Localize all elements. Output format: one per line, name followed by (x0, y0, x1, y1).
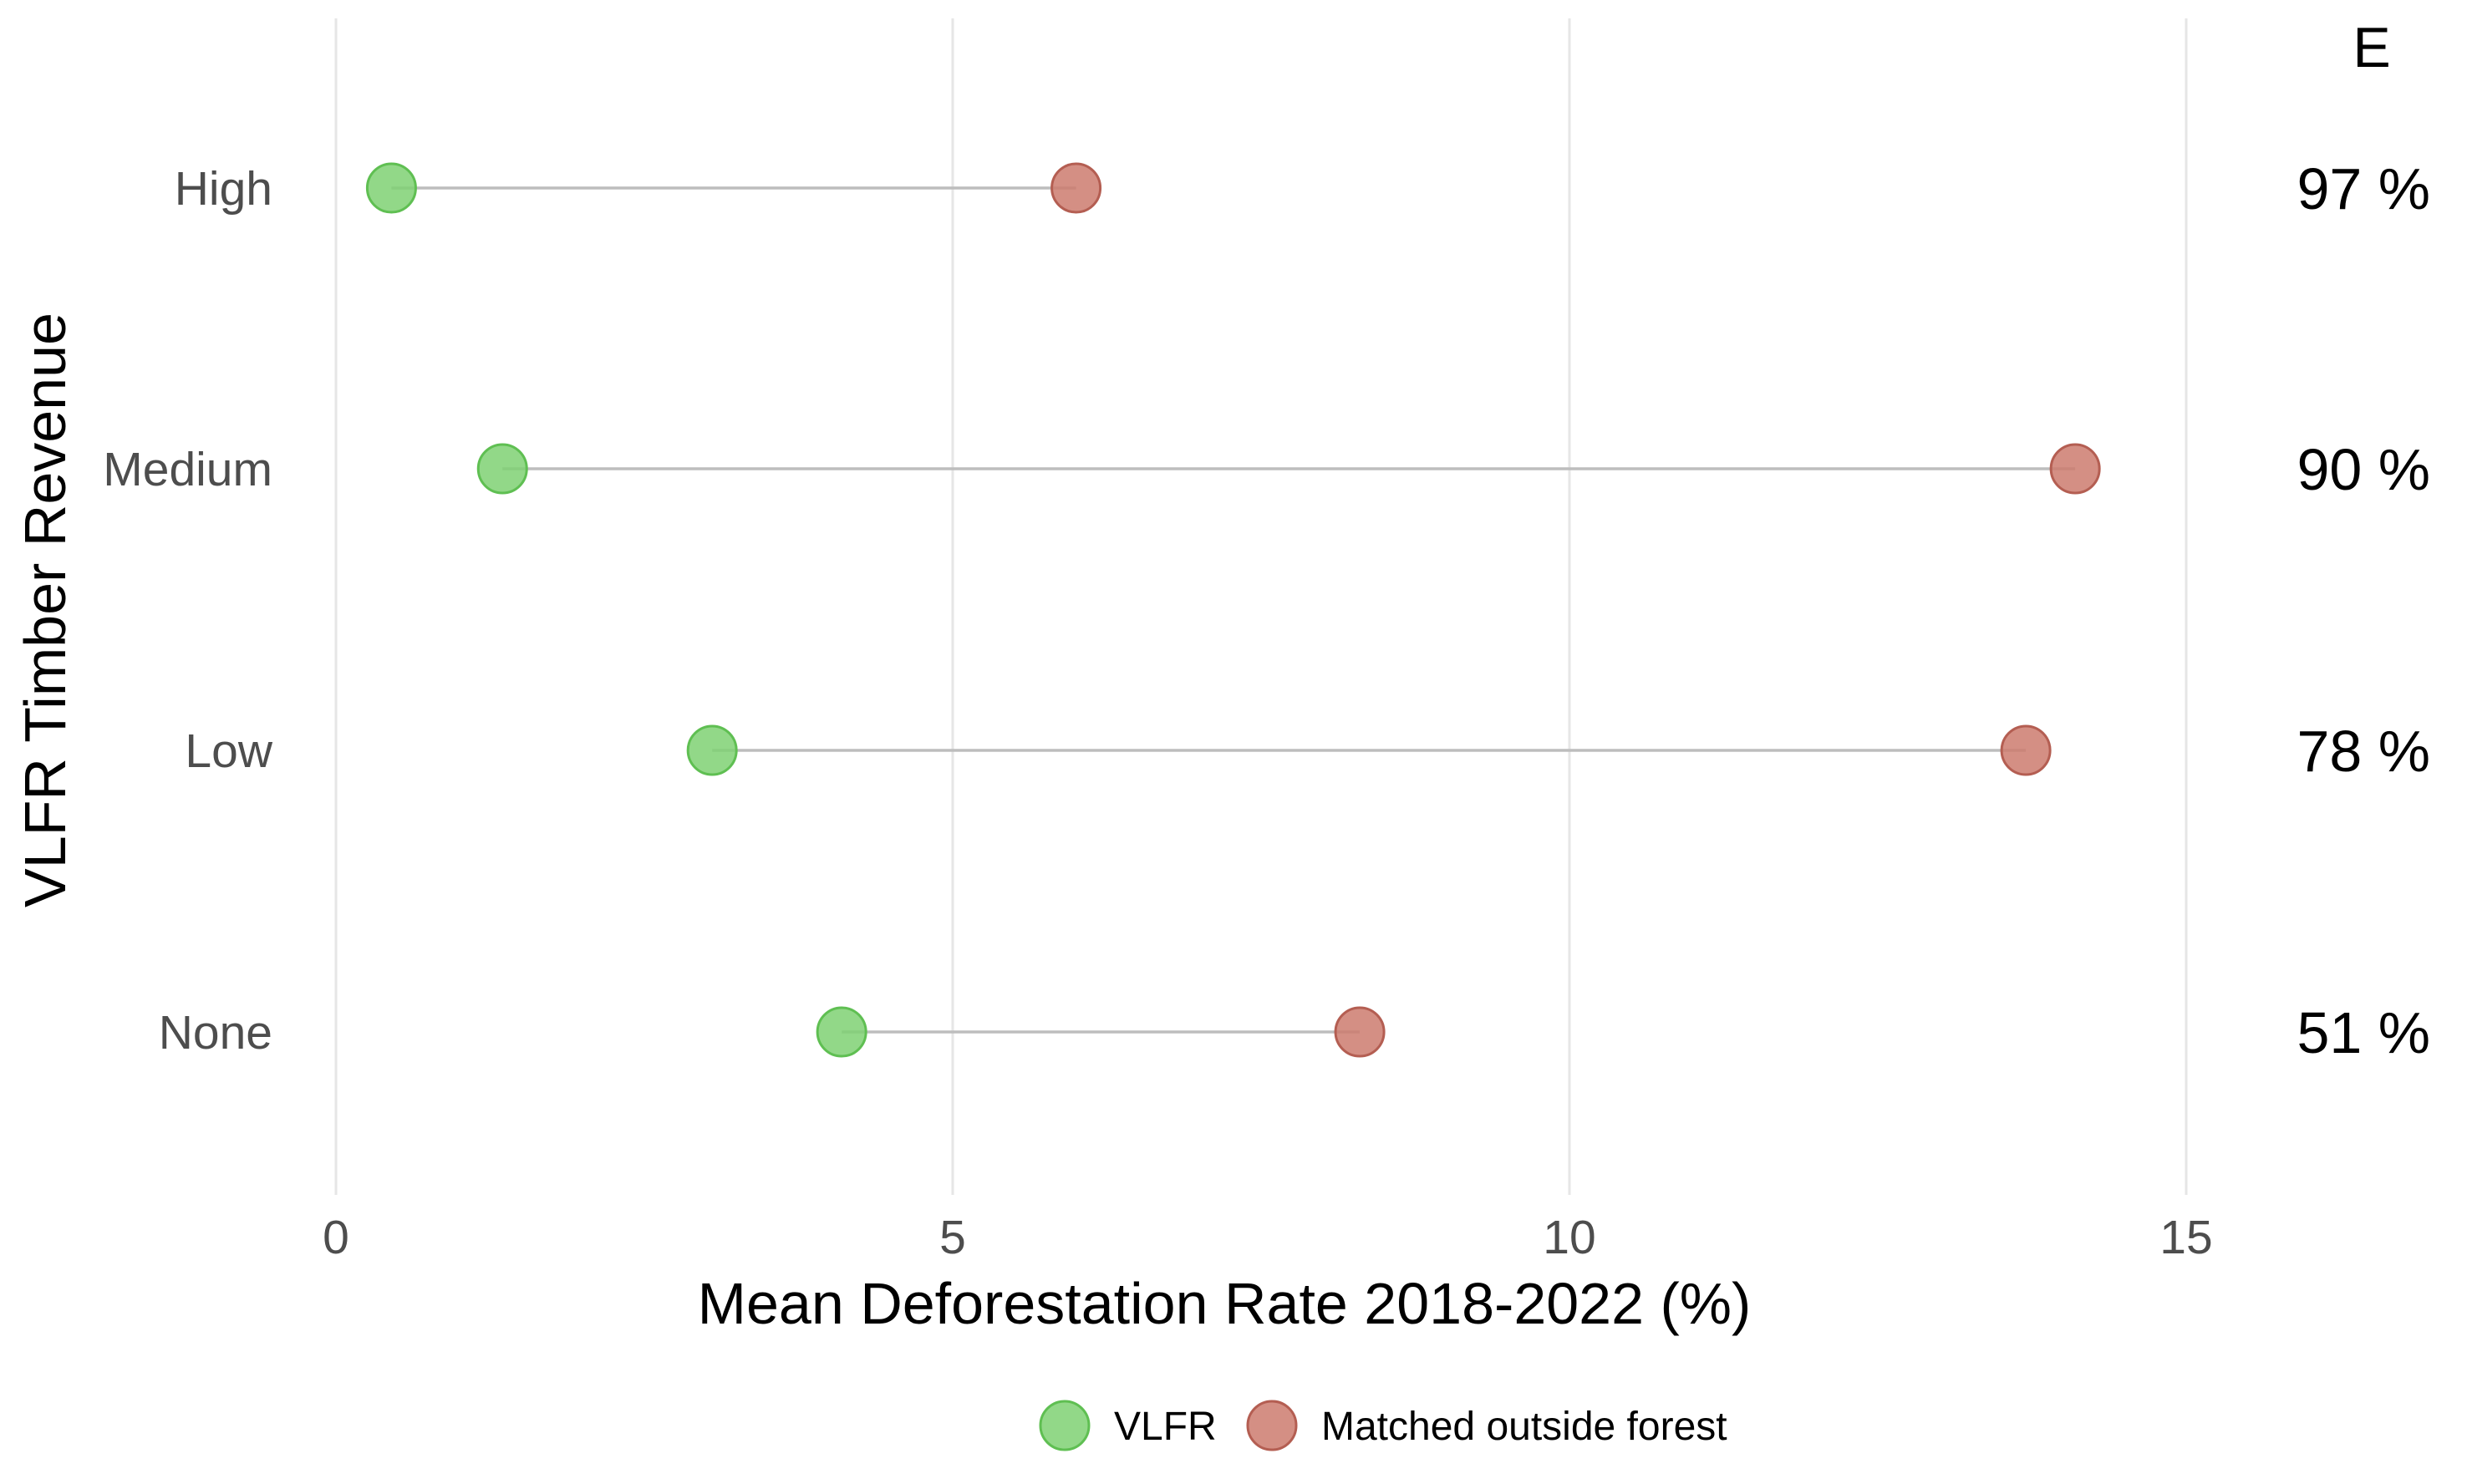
y-tick-label-high: High (175, 162, 272, 216)
y-axis-tick-labels: High Medium Low None (103, 162, 273, 1060)
panel-label: E (2353, 16, 2390, 79)
point-matched-outside-forest-low (2000, 724, 2052, 776)
x-axis-tick-labels: 0 5 10 15 (323, 1211, 2213, 1264)
legend-swatch-matched-outside-forest (1246, 1400, 1298, 1451)
pct-label-high: 97 % (2297, 156, 2430, 221)
y-tick-label-medium: Medium (103, 443, 272, 496)
legend-label-matched-outside-forest: Matched outside forest (1321, 1405, 1727, 1449)
gridlines (334, 18, 2188, 1195)
point-vlfr-none (816, 1006, 867, 1058)
legend: VLFR Matched outside forest (1039, 1400, 1727, 1451)
dumbbell-segments (391, 186, 2076, 1034)
data-points (365, 162, 2101, 1058)
x-tick-label-10: 10 (1543, 1211, 1595, 1264)
point-matched-outside-forest-medium (2049, 443, 2101, 495)
pct-label-medium: 90 % (2297, 437, 2430, 502)
x-tick-label-15: 15 (2159, 1211, 2212, 1264)
pct-label-none: 51 % (2297, 1000, 2430, 1065)
y-tick-label-low: Low (185, 724, 272, 778)
point-vlfr-high (365, 162, 417, 214)
percentage-labels: 97 % 90 % 78 % 51 % (2297, 156, 2430, 1065)
point-vlfr-low (686, 724, 738, 776)
legend-label-vlfr: VLFR (1114, 1405, 1217, 1449)
x-tick-label-0: 0 (323, 1211, 349, 1264)
point-matched-outside-forest-high (1050, 162, 1102, 214)
point-vlfr-medium (476, 443, 528, 495)
x-tick-label-5: 5 (939, 1211, 966, 1264)
point-matched-outside-forest-none (1334, 1006, 1386, 1058)
y-tick-label-none: None (159, 1006, 272, 1060)
y-axis-title: VLFR Timber Revenue (13, 313, 78, 907)
pct-label-low: 78 % (2297, 719, 2430, 784)
legend-swatch-vlfr (1039, 1400, 1091, 1451)
x-axis-title: Mean Deforestation Rate 2018-2022 (%) (698, 1271, 1752, 1336)
